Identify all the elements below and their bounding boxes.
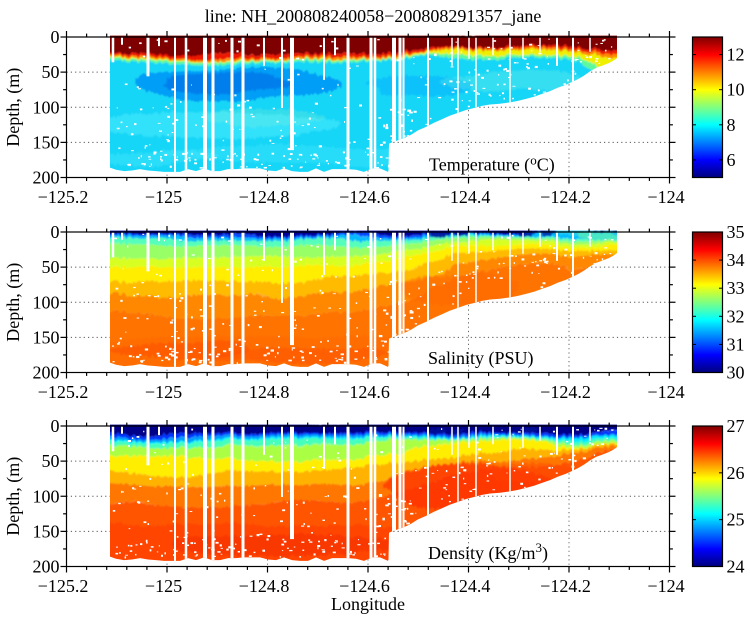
svg-text:33: 33: [727, 278, 745, 298]
svg-text:25: 25: [727, 510, 745, 530]
svg-text:0: 0: [51, 27, 60, 47]
svg-text:line: NH_200808240058−20080829: line: NH_200808240058−200808291357_jane: [205, 6, 542, 26]
svg-text:32: 32: [727, 306, 745, 326]
svg-text:Temperature (oC): Temperature (oC): [429, 153, 555, 176]
svg-text:−124.4: −124.4: [440, 576, 491, 596]
svg-text:Depth, (m): Depth, (m): [3, 263, 24, 342]
svg-text:−125: −125: [145, 576, 182, 596]
svg-text:31: 31: [727, 334, 745, 354]
svg-text:−125: −125: [145, 187, 182, 207]
svg-text:−124: −124: [647, 576, 684, 596]
svg-text:100: 100: [33, 97, 60, 117]
svg-text:Depth, (m): Depth, (m): [3, 457, 24, 536]
svg-text:−124: −124: [647, 187, 684, 207]
svg-text:50: 50: [42, 257, 60, 277]
svg-text:Density (Kg/m3): Density (Kg/m3): [428, 540, 548, 564]
svg-text:−124.4: −124.4: [440, 187, 491, 207]
svg-text:−124.6: −124.6: [339, 382, 390, 402]
svg-text:−124.4: −124.4: [440, 382, 491, 402]
svg-text:200: 200: [33, 557, 60, 577]
svg-text:35: 35: [727, 222, 745, 242]
svg-text:−125: −125: [145, 382, 182, 402]
svg-text:30: 30: [727, 363, 745, 383]
svg-text:Depth, (m): Depth, (m): [3, 68, 24, 147]
svg-text:0: 0: [51, 416, 60, 436]
svg-text:100: 100: [33, 486, 60, 506]
svg-text:150: 150: [33, 327, 60, 347]
svg-text:−124.6: −124.6: [339, 187, 390, 207]
svg-text:27: 27: [727, 416, 745, 436]
svg-text:Longitude: Longitude: [331, 594, 405, 614]
svg-text:12: 12: [727, 45, 745, 65]
svg-text:Salinity (PSU): Salinity (PSU): [428, 348, 534, 369]
svg-text:100: 100: [33, 292, 60, 312]
svg-text:6: 6: [727, 150, 736, 170]
svg-text:−124.8: −124.8: [239, 187, 290, 207]
svg-text:200: 200: [33, 168, 60, 188]
svg-text:−124.8: −124.8: [239, 576, 290, 596]
svg-text:−125.2: −125.2: [38, 576, 89, 596]
svg-text:150: 150: [33, 132, 60, 152]
svg-text:−124.6: −124.6: [339, 576, 390, 596]
svg-text:24: 24: [727, 557, 745, 577]
svg-text:26: 26: [727, 463, 745, 483]
svg-text:−124.2: −124.2: [540, 576, 591, 596]
svg-text:150: 150: [33, 521, 60, 541]
svg-text:−124: −124: [647, 382, 684, 402]
svg-text:50: 50: [42, 62, 60, 82]
svg-text:200: 200: [33, 363, 60, 383]
svg-text:−125.2: −125.2: [38, 382, 89, 402]
svg-text:34: 34: [727, 250, 745, 270]
svg-text:50: 50: [42, 451, 60, 471]
svg-text:−124.8: −124.8: [239, 382, 290, 402]
svg-text:8: 8: [727, 115, 736, 135]
svg-text:−124.2: −124.2: [540, 187, 591, 207]
svg-text:−124.2: −124.2: [540, 382, 591, 402]
svg-text:−125.2: −125.2: [38, 187, 89, 207]
svg-text:0: 0: [51, 222, 60, 242]
svg-text:10: 10: [727, 80, 745, 100]
